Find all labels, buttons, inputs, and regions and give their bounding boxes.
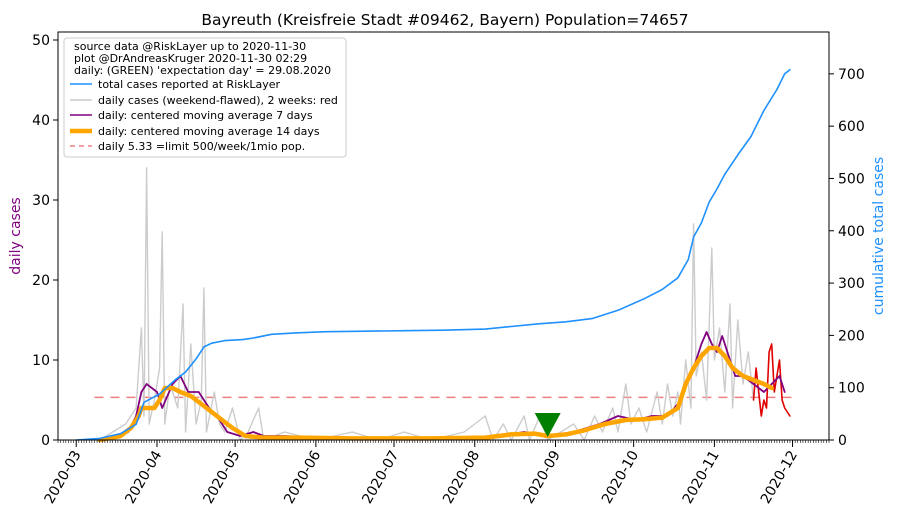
x-tick-label: 2020-10 [599, 448, 642, 507]
x-tick-label: 2020-03 [42, 448, 85, 507]
series-line-0 [75, 68, 791, 441]
legend-label: total cases reported at RiskLayer [98, 78, 281, 91]
series-line-2 [752, 343, 791, 417]
series-line-4 [97, 345, 774, 443]
x-tick-label: 2020-09 [521, 448, 564, 507]
left-axis-label: daily cases [8, 197, 24, 274]
legend: source data @RiskLayer up to 2020-11-30 … [63, 37, 347, 158]
right-axis: 0 100 200 300 400 500 600 700 [829, 67, 865, 449]
x-tick-label: 2020-05 [200, 448, 243, 507]
legend-label: daily 5.33 =limit 500/week/1mio pop. [98, 140, 305, 153]
x-tick-label: 2020-06 [281, 448, 324, 507]
series-line-1 [98, 167, 755, 441]
x-tick-label: 2020-07 [359, 448, 402, 507]
legend-label: daily cases (weekend-flawed), 2 weeks: r… [98, 94, 338, 107]
right-tick-label: 600 [838, 119, 865, 135]
left-tick-label: 20 [32, 273, 50, 289]
x-tick-label: 2020-04 [122, 448, 165, 507]
right-tick-label: 500 [838, 171, 865, 187]
series-layer [75, 68, 791, 443]
right-tick-label: 400 [838, 224, 865, 240]
right-tick-label: 200 [838, 328, 865, 344]
expectation-marker-layer [534, 413, 561, 437]
left-tick-label: 50 [32, 33, 50, 49]
legend-header-line: source data @RiskLayer up to 2020-11-30 [74, 40, 306, 53]
legend-label: daily: centered moving average 7 days [98, 109, 313, 122]
x-tick-label: 2020-12 [758, 448, 801, 507]
left-tick-label: 0 [41, 433, 50, 449]
legend-header-line: plot @DrAndreasKruger 2020-11-30 02:29 [74, 52, 307, 65]
legend-label: daily: centered moving average 14 days [98, 125, 320, 138]
right-axis-label: cumulative total cases [871, 157, 887, 315]
x-axis: 2020-03 2020-04 2020-05 2020-06 2020-07 2020-… [42, 440, 830, 507]
x-tick-label: 2020-11 [680, 448, 723, 507]
left-tick-label: 30 [32, 193, 50, 209]
right-tick-label: 300 [838, 276, 865, 292]
expectation-day-marker [534, 413, 561, 437]
legend-header-line: daily: (GREEN) 'expectation day' = 29.08… [74, 64, 331, 77]
legend-box [63, 37, 347, 158]
right-tick-label: 100 [838, 381, 865, 397]
x-tick-label: 2020-08 [440, 448, 483, 507]
right-tick-label: 0 [838, 433, 847, 449]
right-tick-label: 700 [838, 67, 865, 83]
chart-title: Bayreuth (Kreisfreie Stadt #09462, Bayer… [201, 11, 688, 29]
left-axis: 0 10 20 30 40 50 [32, 33, 58, 449]
left-tick-label: 40 [32, 113, 50, 129]
left-tick-label: 10 [32, 353, 50, 369]
